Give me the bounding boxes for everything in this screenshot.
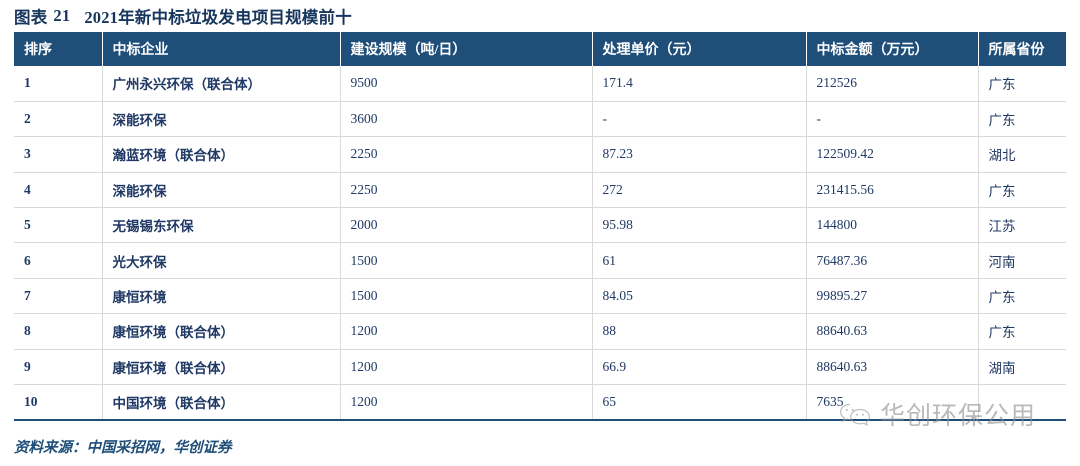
source-note: 资料来源：中国采招网，华创证券 (14, 440, 232, 456)
table-body: 1 广州永兴环保（联合体） 9500 171.4 212526 广东 2 深能环… (14, 66, 1066, 421)
table-header-row: 排序 中标企业 建设规模（吨/日） 处理单价（元） 中标金额（万元） 所属省份 (14, 32, 1066, 66)
cell-province (978, 384, 1066, 421)
cell-unit-price: - (592, 101, 807, 138)
cell-company: 康恒环境 (102, 278, 341, 315)
cell-province: 广东 (978, 172, 1066, 209)
data-table: 排序 中标企业 建设规模（吨/日） 处理单价（元） 中标金额（万元） 所属省份 … (14, 32, 1066, 421)
cell-amount: 144800 (806, 207, 979, 244)
cell-rank: 3 (14, 136, 103, 173)
cell-scale: 1200 (340, 349, 593, 386)
cell-unit-price: 65 (592, 384, 807, 421)
cell-amount: 99895.27 (806, 278, 979, 315)
page-title: 图表 21 2021年新中标垃圾发电项目规模前十 (14, 4, 352, 28)
cell-unit-price: 272 (592, 172, 807, 209)
cell-unit-price: 88 (592, 313, 807, 350)
cell-amount: 122509.42 (806, 136, 979, 173)
cell-unit-price: 171.4 (592, 66, 807, 102)
column-header-amount: 中标金额（万元） (806, 32, 979, 66)
cell-province: 广东 (978, 101, 1066, 138)
column-header-province: 所属省份 (978, 32, 1066, 66)
cell-unit-price: 66.9 (592, 349, 807, 386)
table-row: 9 康恒环境（联合体） 1200 66.9 88640.63 湖南 (14, 349, 1066, 386)
table-row: 1 广州永兴环保（联合体） 9500 171.4 212526 广东 (14, 66, 1066, 102)
cell-company: 中国环境（联合体） (102, 384, 341, 421)
cell-scale: 1200 (340, 313, 593, 350)
cell-province: 广东 (978, 66, 1066, 102)
cell-rank: 9 (14, 349, 103, 386)
cell-company: 无锡锡东环保 (102, 207, 341, 244)
cell-scale: 1200 (340, 384, 593, 421)
table-header: 排序 中标企业 建设规模（吨/日） 处理单价（元） 中标金额（万元） 所属省份 (14, 32, 1066, 66)
figure-caption: 2021年新中标垃圾发电项目规模前十 (84, 8, 352, 27)
cell-amount: - (806, 101, 979, 138)
cell-province: 广东 (978, 313, 1066, 350)
figure-label: 图表 (14, 8, 48, 27)
cell-company: 康恒环境（联合体） (102, 313, 341, 350)
cell-rank: 8 (14, 313, 103, 350)
cell-rank: 7 (14, 278, 103, 315)
cell-amount: 76487.36 (806, 242, 979, 279)
cell-company: 康恒环境（联合体） (102, 349, 341, 386)
table-row: 6 光大环保 1500 61 76487.36 河南 (14, 242, 1066, 279)
cell-unit-price: 84.05 (592, 278, 807, 315)
table-row: 2 深能环保 3600 - - 广东 (14, 101, 1066, 138)
cell-province: 江苏 (978, 207, 1066, 244)
column-header-scale: 建设规模（吨/日） (340, 32, 593, 66)
cell-rank: 6 (14, 242, 103, 279)
cell-company: 深能环保 (102, 101, 341, 138)
cell-province: 广东 (978, 278, 1066, 315)
cell-rank: 4 (14, 172, 103, 209)
table-row: 4 深能环保 2250 272 231415.56 广东 (14, 172, 1066, 209)
cell-province: 湖北 (978, 136, 1066, 173)
cell-rank: 10 (14, 384, 103, 421)
cell-unit-price: 87.23 (592, 136, 807, 173)
cell-scale: 1500 (340, 278, 593, 315)
column-header-unit-price: 处理单价（元） (592, 32, 807, 66)
cell-unit-price: 61 (592, 242, 807, 279)
column-header-company: 中标企业 (102, 32, 341, 66)
cell-scale: 2250 (340, 136, 593, 173)
cell-unit-price: 95.98 (592, 207, 807, 244)
cell-scale: 9500 (340, 66, 593, 102)
figure-number: 21 (53, 6, 71, 25)
column-header-rank: 排序 (14, 32, 103, 66)
table-row: 8 康恒环境（联合体） 1200 88 88640.63 广东 (14, 313, 1066, 350)
cell-amount: 212526 (806, 66, 979, 102)
cell-rank: 5 (14, 207, 103, 244)
cell-province: 河南 (978, 242, 1066, 279)
table-row: 5 无锡锡东环保 2000 95.98 144800 江苏 (14, 207, 1066, 244)
cell-amount: 88640.63 (806, 313, 979, 350)
table-row: 7 康恒环境 1500 84.05 99895.27 广东 (14, 278, 1066, 315)
cell-company: 瀚蓝环境（联合体） (102, 136, 341, 173)
cell-province: 湖南 (978, 349, 1066, 386)
cell-company: 深能环保 (102, 172, 341, 209)
cell-rank: 1 (14, 66, 103, 102)
cell-amount: 88640.63 (806, 349, 979, 386)
table-row: 3 瀚蓝环境（联合体） 2250 87.23 122509.42 湖北 (14, 136, 1066, 173)
cell-amount: 7635 (806, 384, 979, 421)
cell-company: 光大环保 (102, 242, 341, 279)
cell-scale: 2000 (340, 207, 593, 244)
cell-rank: 2 (14, 101, 103, 138)
cell-company: 广州永兴环保（联合体） (102, 66, 341, 102)
cell-scale: 1500 (340, 242, 593, 279)
cell-scale: 3600 (340, 101, 593, 138)
table-row: 10 中国环境（联合体） 1200 65 7635 (14, 384, 1066, 421)
cell-scale: 2250 (340, 172, 593, 209)
cell-amount: 231415.56 (806, 172, 979, 209)
